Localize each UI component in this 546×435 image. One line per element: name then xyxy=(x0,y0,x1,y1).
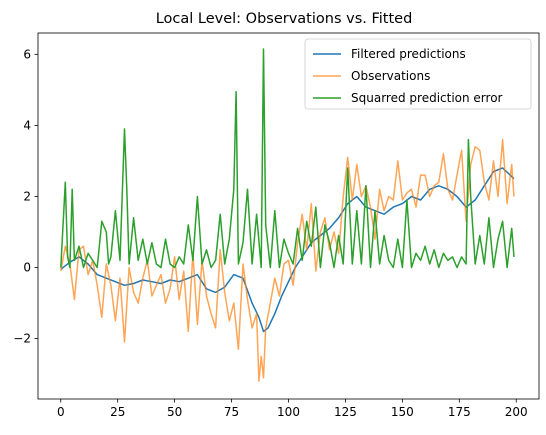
x-tick-label: 75 xyxy=(224,405,239,419)
x-tick-label: 25 xyxy=(110,405,125,419)
series-line-2 xyxy=(60,48,515,269)
x-axis: 0 25 50 75 100 125 150 175 200 xyxy=(57,399,528,419)
x-tick-label: 200 xyxy=(505,405,528,419)
legend-box xyxy=(304,38,532,110)
x-tick-label: 50 xyxy=(167,405,182,419)
legend-label-1: Observations xyxy=(351,69,430,83)
series-line-1 xyxy=(60,138,515,382)
x-tick-label: 100 xyxy=(277,405,300,419)
plot-area xyxy=(60,48,515,382)
chart-title: Local Level: Observations vs. Fitted xyxy=(156,11,413,27)
y-tick-label: 2 xyxy=(23,189,31,203)
x-tick-label: 0 xyxy=(57,405,65,419)
y-tick-label: −2 xyxy=(13,332,31,346)
y-tick-label: 6 xyxy=(23,47,31,61)
y-tick-label: 4 xyxy=(23,118,31,132)
y-tick-label: 0 xyxy=(23,261,31,275)
legend: Filtered predictions Observations Squarred… xyxy=(304,38,532,110)
x-tick-label: 150 xyxy=(391,405,414,419)
x-tick-label: 175 xyxy=(448,405,471,419)
x-tick-label: 125 xyxy=(334,405,357,419)
legend-label-2: Squarred prediction error xyxy=(351,91,503,105)
legend-label-0: Filtered predictions xyxy=(351,47,466,61)
y-axis: −2 0 2 4 6 xyxy=(13,47,38,346)
